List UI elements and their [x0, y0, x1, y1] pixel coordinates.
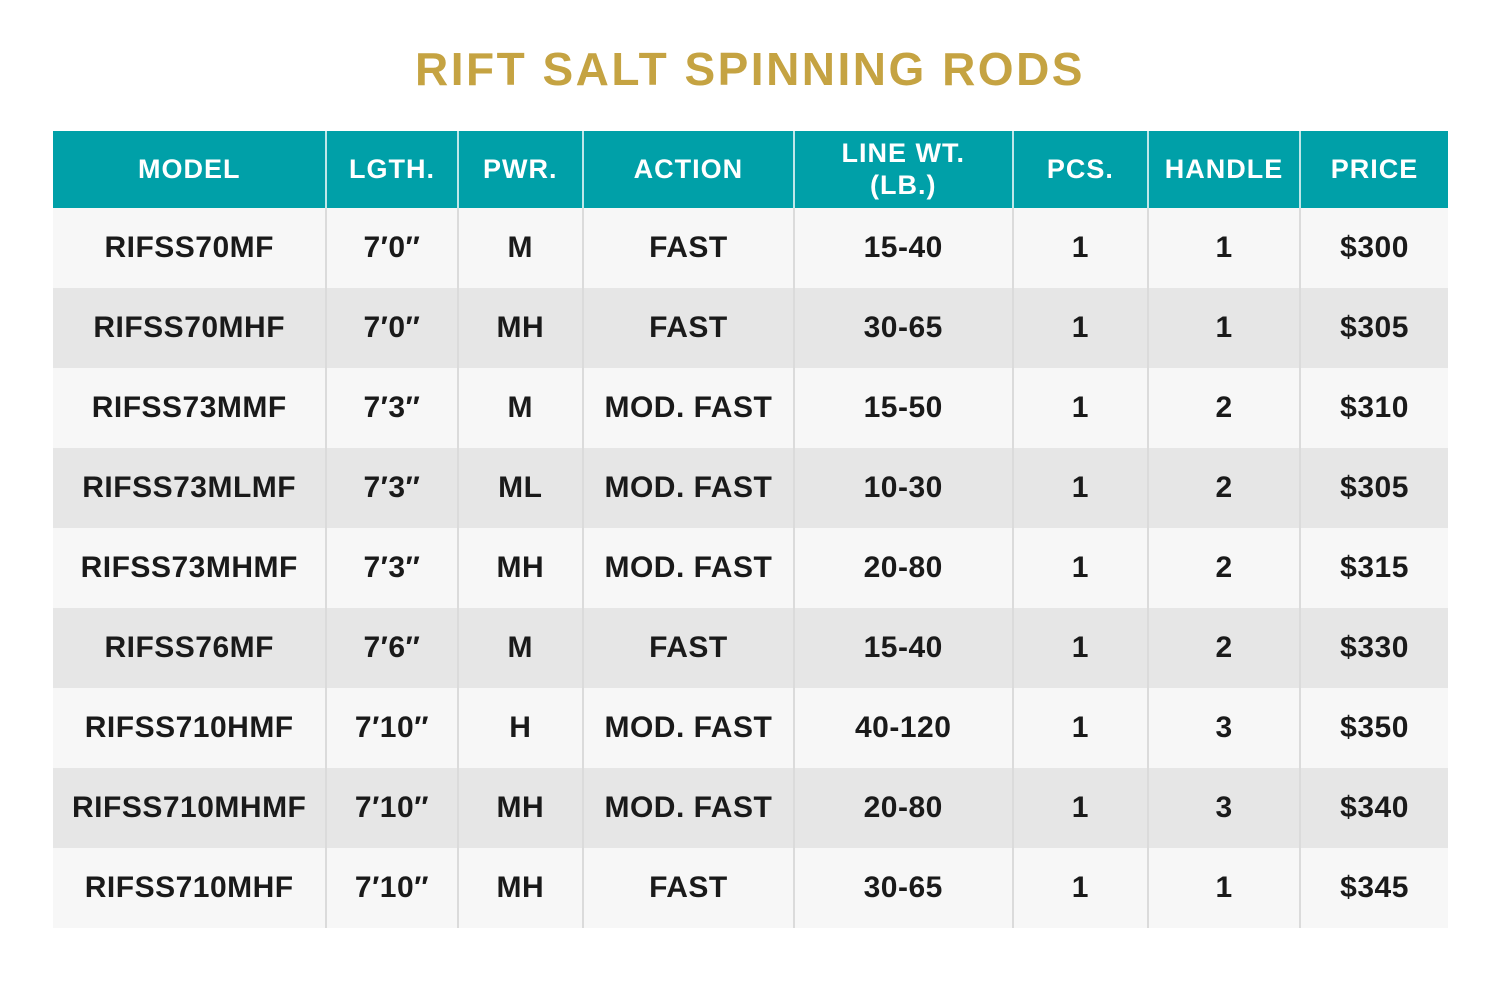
header-row: MODEL LGTH. PWR. ACTION LINE WT. (LB.) P… [53, 131, 1448, 208]
cell-price: $310 [1299, 368, 1448, 448]
rods-table-container: MODEL LGTH. PWR. ACTION LINE WT. (LB.) P… [53, 131, 1448, 928]
column-header-action: ACTION [582, 131, 794, 208]
cell-model: RIFSS73MHMF [80, 551, 298, 584]
table-row: RIFSS710MHF 7′10″ MH FAST 30-65 1 1 $345 [53, 848, 1448, 928]
cell-handle: 1 [1147, 208, 1301, 288]
column-header-length: LGTH. [325, 131, 458, 208]
cell-handle: 2 [1147, 368, 1301, 448]
table-row: RIFSS73MHMF 7′3″ MH MOD. FAST 20-80 1 2 … [53, 528, 1448, 608]
page-title: RIFT SALT SPINNING RODS [415, 43, 1085, 95]
cell-action: MOD. FAST [582, 448, 794, 528]
cell-handle: 2 [1147, 448, 1301, 528]
cell-model: RIFSS70MF [104, 231, 274, 264]
cell-handle: 2 [1147, 608, 1301, 688]
cell-length: 7′0″ [325, 288, 458, 368]
cell-handle: 1 [1147, 848, 1301, 928]
cell-price: $305 [1299, 448, 1448, 528]
cell-length: 7′3″ [325, 528, 458, 608]
cell-action: MOD. FAST [582, 768, 794, 848]
column-header-pcs: PCS. [1011, 131, 1149, 208]
column-header-model: MODEL [53, 131, 327, 208]
cell-pcs: 1 [1011, 848, 1149, 928]
cell-handle: 3 [1147, 688, 1301, 768]
cell-handle: 3 [1147, 768, 1301, 848]
rods-spec-table: MODEL LGTH. PWR. ACTION LINE WT. (LB.) P… [53, 131, 1448, 928]
cell-power: MH [456, 768, 584, 848]
column-header-price: PRICE [1299, 131, 1448, 208]
cell-handle: 1 [1147, 288, 1301, 368]
cell-model: RIFSS73MMF [91, 391, 287, 424]
cell-action: MOD. FAST [582, 528, 794, 608]
cell-action: FAST [582, 608, 794, 688]
cell-model: RIFSS710MHMF [72, 791, 307, 824]
table-row: RIFSS70MHF 7′0″ MH FAST 30-65 1 1 $305 [53, 288, 1448, 368]
cell-length: 7′10″ [325, 848, 458, 928]
cell-model: RIFSS76MF [104, 631, 274, 664]
cell-power: M [456, 208, 584, 288]
table-body: RIFSS70MF 7′0″ M FAST 15-40 1 1 $300 RIF… [53, 208, 1448, 928]
cell-price: $340 [1299, 768, 1448, 848]
cell-action: FAST [582, 208, 794, 288]
cell-power: H [456, 688, 584, 768]
cell-length: 7′3″ [325, 448, 458, 528]
cell-power: MH [456, 288, 584, 368]
cell-length: 7′0″ [325, 208, 458, 288]
cell-line-wt: 10-30 [792, 448, 1013, 528]
cell-pcs: 1 [1011, 288, 1149, 368]
table-header: MODEL LGTH. PWR. ACTION LINE WT. (LB.) P… [53, 131, 1448, 208]
cell-action: MOD. FAST [582, 688, 794, 768]
cell-power: M [456, 368, 584, 448]
cell-power: MH [456, 528, 584, 608]
cell-pcs: 1 [1011, 368, 1149, 448]
cell-power: MH [456, 848, 584, 928]
cell-price: $315 [1299, 528, 1448, 608]
table-row: RIFSS73MLMF 7′3″ ML MOD. FAST 10-30 1 2 … [53, 448, 1448, 528]
cell-line-wt: 30-65 [792, 848, 1013, 928]
cell-line-wt: 15-40 [792, 608, 1013, 688]
cell-length: 7′6″ [325, 608, 458, 688]
cell-model: RIFSS710HMF [84, 711, 294, 744]
cell-power: ML [456, 448, 584, 528]
column-header-power: PWR. [456, 131, 584, 208]
column-header-line-wt: LINE WT. (LB.) [792, 131, 1013, 208]
cell-length: 7′10″ [325, 768, 458, 848]
cell-action: MOD. FAST [582, 368, 794, 448]
table-row: RIFSS76MF 7′6″ M FAST 15-40 1 2 $330 [53, 608, 1448, 688]
table-row: RIFSS73MMF 7′3″ M MOD. FAST 15-50 1 2 $3… [53, 368, 1448, 448]
cell-price: $305 [1299, 288, 1448, 368]
table-row: RIFSS70MF 7′0″ M FAST 15-40 1 1 $300 [53, 208, 1448, 288]
cell-line-wt: 40-120 [792, 688, 1013, 768]
table-row: RIFSS710MHMF 7′10″ MH MOD. FAST 20-80 1 … [53, 768, 1448, 848]
table-row: RIFSS710HMF 7′10″ H MOD. FAST 40-120 1 3… [53, 688, 1448, 768]
cell-model: RIFSS70MHF [93, 311, 286, 344]
cell-price: $345 [1299, 848, 1448, 928]
cell-price: $350 [1299, 688, 1448, 768]
cell-pcs: 1 [1011, 608, 1149, 688]
cell-length: 7′3″ [325, 368, 458, 448]
cell-handle: 2 [1147, 528, 1301, 608]
cell-pcs: 1 [1011, 688, 1149, 768]
cell-length: 7′10″ [325, 688, 458, 768]
cell-line-wt: 15-50 [792, 368, 1013, 448]
cell-pcs: 1 [1011, 448, 1149, 528]
cell-line-wt: 30-65 [792, 288, 1013, 368]
cell-price: $300 [1299, 208, 1448, 288]
cell-pcs: 1 [1011, 208, 1149, 288]
column-header-handle: HANDLE [1147, 131, 1301, 208]
cell-pcs: 1 [1011, 528, 1149, 608]
cell-power: M [456, 608, 584, 688]
cell-action: FAST [582, 288, 794, 368]
cell-line-wt: 20-80 [792, 528, 1013, 608]
cell-line-wt: 15-40 [792, 208, 1013, 288]
cell-model: RIFSS710MHF [84, 871, 294, 904]
cell-pcs: 1 [1011, 768, 1149, 848]
cell-line-wt: 20-80 [792, 768, 1013, 848]
cell-model: RIFSS73MLMF [82, 471, 297, 504]
cell-price: $330 [1299, 608, 1448, 688]
cell-action: FAST [582, 848, 794, 928]
